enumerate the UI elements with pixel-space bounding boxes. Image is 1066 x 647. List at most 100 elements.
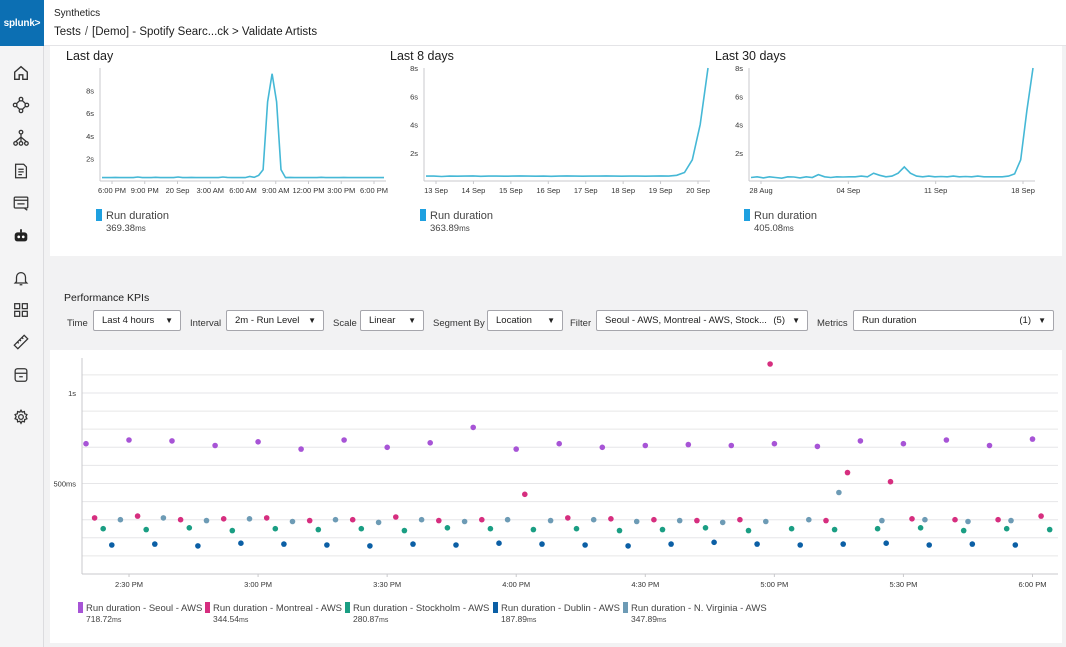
y-tick-label: 1s: [68, 389, 76, 398]
data-point-stockholm: [487, 525, 494, 532]
data-point-montreal: [177, 516, 184, 523]
data-point-virginia: [246, 516, 253, 522]
x-tick-label: 9:00 PM: [131, 186, 159, 195]
legend-value-seoul: 718.72ms: [86, 614, 121, 624]
x-tick-label: 3:00 PM: [244, 580, 272, 589]
data-point-virginia: [203, 517, 210, 524]
data-point-stockholm: [1003, 525, 1010, 532]
chevron-down-icon: ▼: [408, 316, 416, 325]
data-point-montreal: [522, 491, 528, 498]
kpi-chart-panel: 500ms 1s 2:30 PM 3:00 PM 3:30 PM 4:00 PM 4:30 …: [50, 350, 1062, 643]
left-nav: splunk>: [0, 0, 44, 647]
data-point-virginia: [590, 516, 597, 523]
legend-value: 363.89: [430, 223, 460, 234]
data-point-stockholm: [917, 525, 924, 531]
legend-unit: ms: [239, 617, 249, 624]
data-point-stockholm: [745, 527, 752, 534]
data-point-stockholm: [401, 527, 408, 534]
data-point-dublin: [883, 540, 889, 546]
chevron-down-icon: ▼: [1038, 316, 1046, 325]
legend-value: 405.08: [754, 223, 784, 234]
legend-label: Run duration - Montreal - AWS: [213, 603, 343, 614]
data-point-stockholm: [788, 525, 795, 532]
gear-icon[interactable]: [10, 406, 32, 428]
data-point-montreal: [887, 478, 894, 485]
legend-dublin[interactable]: Run duration - Dublin - AWS: [493, 602, 620, 614]
run-duration-line: [750, 67, 1034, 180]
data-point-virginia: [922, 516, 928, 523]
x-tick-label: 3:30 PM: [373, 580, 401, 589]
data-point-virginia: [763, 518, 769, 525]
x-tick-label: 12:00 PM: [292, 186, 324, 195]
legend-value: 187.89: [501, 614, 527, 624]
y-tick-label: 2s: [735, 149, 743, 158]
scale-dropdown[interactable]: Linear ▼: [360, 310, 424, 331]
x-tick-label: 04 Sep: [836, 186, 860, 195]
legend-value: 718.72: [86, 614, 112, 624]
data-point-montreal: [823, 517, 829, 524]
x-tick-label: 14 Sep: [462, 186, 486, 195]
data-point-virginia: [547, 517, 554, 524]
filter-dropdown[interactable]: Seoul - AWS, Montreal - AWS, Stock... (5)…: [596, 310, 808, 331]
mini-chart-title-day: Last day: [66, 49, 114, 63]
trend-panel: Last day 2s 4s 6s 8s 6:00 PM 9:00 PM 20 Sep 3:0…: [50, 46, 1062, 256]
data-point-stockholm: [100, 525, 106, 532]
segment-dropdown[interactable]: Location ▼: [487, 310, 563, 331]
database-icon[interactable]: [10, 364, 32, 386]
dashboard-icon[interactable]: [10, 299, 32, 321]
mini-legend-day[interactable]: Run duration: [96, 209, 169, 222]
filter-value: Seoul - AWS, Montreal - AWS, Stock...: [605, 315, 767, 326]
splunk-logo[interactable]: splunk>: [0, 0, 44, 46]
bell-icon[interactable]: [10, 267, 32, 289]
x-tick-label: 4:00 PM: [502, 580, 530, 589]
data-point-seoul: [513, 446, 519, 452]
legend-seoul[interactable]: Run duration - Seoul - AWS: [78, 602, 202, 614]
legend-unit: ms: [657, 617, 667, 624]
mini-legend-8d[interactable]: Run duration: [420, 209, 493, 222]
data-point-virginia: [504, 516, 511, 523]
data-point-montreal: [737, 516, 743, 523]
data-point-seoul: [470, 424, 477, 431]
hierarchy-icon[interactable]: [10, 127, 32, 149]
legend-stockholm[interactable]: Run duration - Stockholm - AWS: [345, 602, 489, 614]
home-icon[interactable]: [10, 62, 32, 84]
x-tick-label: 3:00 AM: [196, 186, 224, 195]
data-point-stockholm: [874, 525, 881, 532]
legend-swatch: [205, 602, 210, 613]
legend-montreal[interactable]: Run duration - Montreal - AWS: [205, 602, 342, 614]
ruler-icon[interactable]: [10, 331, 32, 353]
data-point-montreal: [909, 516, 915, 522]
legend-unit: ms: [459, 224, 470, 233]
x-tick-label: 5:00 PM: [760, 580, 788, 589]
metrics-count: (1): [1019, 315, 1031, 326]
legend-swatch: [96, 209, 102, 221]
filter-count: (5): [773, 315, 785, 326]
document-icon[interactable]: [10, 160, 32, 182]
browser-icon[interactable]: [10, 192, 32, 214]
robot-icon[interactable]: [10, 225, 32, 247]
legend-value: 369.38: [106, 223, 136, 234]
mini-chart-day: 2s 4s 6s 8s 6:00 PM 9:00 PM 20 Sep 3:00 AM 6:00 …: [86, 68, 388, 195]
data-point-dublin: [152, 541, 158, 547]
breadcrumb-tests-link[interactable]: Tests: [54, 26, 81, 38]
chevron-down-icon: ▼: [308, 316, 316, 325]
chevron-down-icon: ▼: [792, 316, 800, 325]
time-dropdown[interactable]: Last 4 hours ▼: [93, 310, 181, 331]
x-tick-label: 6:00 AM: [229, 186, 257, 195]
apm-icon[interactable]: [10, 94, 32, 116]
metrics-dropdown[interactable]: Run duration (1) ▼: [853, 310, 1054, 331]
y-tick-label: 2s: [86, 154, 94, 163]
data-point-seoul: [814, 443, 821, 450]
legend-label: Run duration: [754, 210, 817, 222]
x-tick-label: 6:00 PM: [360, 186, 388, 195]
breadcrumb: Tests / [Demo] - Spotify Searc...ck > Vali…: [54, 26, 317, 38]
interval-dropdown[interactable]: 2m - Run Level ▼: [226, 310, 324, 331]
data-point-stockholm: [444, 525, 451, 531]
legend-virginia[interactable]: Run duration - N. Virginia - AWS: [623, 602, 767, 614]
x-tick-label: 18 Sep: [611, 186, 635, 195]
mini-legend-30d[interactable]: Run duration: [744, 209, 817, 222]
data-point-montreal: [479, 516, 485, 523]
legend-label: Run duration - Stockholm - AWS: [353, 603, 490, 614]
legend-swatch: [78, 602, 83, 613]
data-point-dublin: [797, 542, 803, 548]
